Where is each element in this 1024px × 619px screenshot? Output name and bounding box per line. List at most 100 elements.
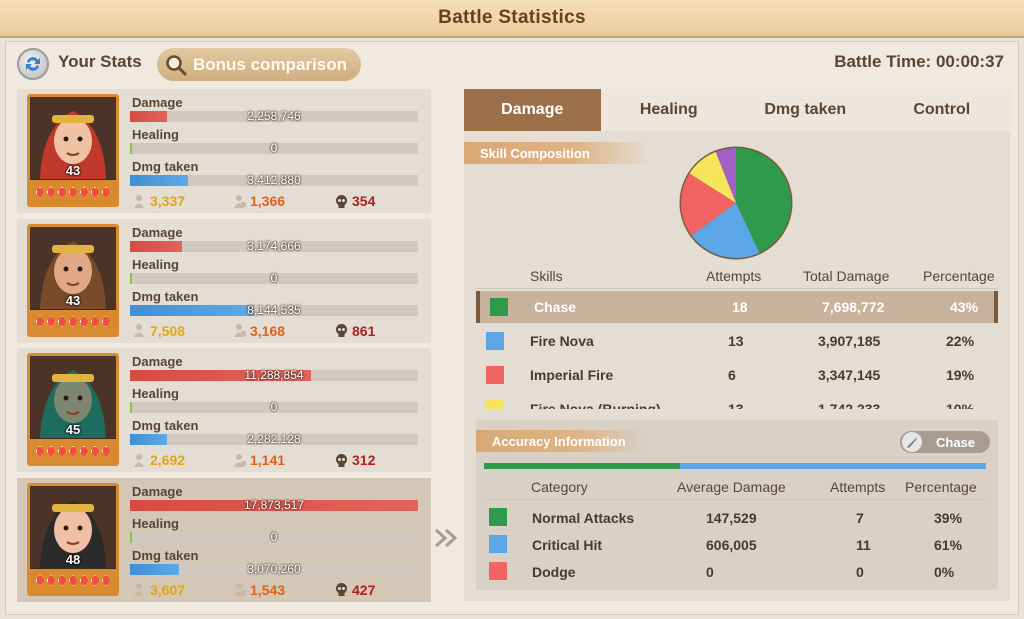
skill-composition-header: Skill Composition: [464, 142, 650, 164]
damage-value: 17,873,517: [243, 497, 305, 512]
healing-label: Healing: [132, 515, 179, 531]
stat-a: 7,508: [132, 323, 185, 339]
star-icon: [68, 316, 78, 327]
star-icon: [57, 575, 67, 586]
hero-portrait[interactable]: 43: [27, 223, 119, 337]
stat-kills: 354: [334, 193, 375, 209]
skill-table-scroll[interactable]: Chase 18 7,698,772 43% Fire Nova 13 3,90…: [464, 291, 1010, 409]
damage-bar: 11,288,854: [130, 368, 418, 382]
skull-icon: [336, 324, 347, 337]
hero-portrait[interactable]: 48: [27, 482, 119, 596]
accuracy-percentage: 61%: [934, 537, 963, 553]
dmg-taken-label: Dmg taken: [132, 418, 199, 433]
stat-kills: 861: [334, 323, 375, 339]
accuracy-category: Critical Hit: [532, 537, 603, 553]
hero-summary-stats: 7,508 3,168 861: [130, 323, 420, 341]
category-color-swatch: [489, 562, 507, 580]
stats-detail-panel: Damage Healing Dmg taken Control Skill Comp…: [464, 89, 1010, 601]
tab-control[interactable]: Control: [913, 101, 971, 118]
hero-summary-stats: 3,607 1,543 427: [130, 582, 420, 600]
dmg-taken-value: 3,412,880: [247, 173, 301, 187]
skill-row[interactable]: Imperial Fire 6 3,347,145 19%: [476, 359, 998, 391]
star-icon: [101, 316, 111, 327]
category-color-swatch: [489, 508, 507, 526]
bonus-comparison-button[interactable]: Bonus comparison: [157, 48, 361, 81]
skull-icon: [336, 453, 347, 467]
wounded-icon: [234, 324, 246, 337]
star-icon: [68, 445, 78, 457]
skill-attempts: 18: [732, 299, 748, 315]
skill-total-damage: 3,347,145: [818, 367, 881, 383]
hero-summary-stats: 2,692 1,141 312: [130, 452, 420, 470]
accuracy-section: Accuracy Information Chase Category Aver…: [476, 420, 998, 590]
star-icon: [35, 186, 45, 198]
damage-bar-fill: [130, 499, 418, 511]
skill-row[interactable]: Fire Nova 13 3,907,185 22%: [476, 325, 998, 357]
dmg-taken-bar: 3,070,260: [130, 562, 418, 576]
hero-level: 43: [65, 292, 81, 308]
star-icon: [46, 316, 56, 327]
hero-card[interactable]: 43 Damage 2,258,746 Healing 0 Dmg taken …: [17, 89, 431, 215]
accuracy-skill-selector[interactable]: Chase: [900, 431, 990, 453]
accuracy-category: Dodge: [532, 564, 576, 580]
star-icon: [57, 445, 67, 457]
skill-percentage: 19%: [946, 367, 975, 383]
healing-value: 0: [270, 141, 278, 155]
skull-icon: [336, 583, 347, 596]
star-icon: [90, 575, 100, 586]
dmg-taken-bar: 3,412,880: [130, 173, 418, 187]
accuracy-percentage: 0%: [934, 564, 955, 580]
skill-name: Fire Nova: [530, 333, 594, 349]
stat-kills: 427: [334, 582, 375, 598]
skull-icon: [336, 194, 347, 208]
star-icon: [79, 575, 89, 586]
accuracy-ratio-bar: [484, 463, 986, 469]
pie-slice: [689, 151, 736, 203]
hero-avatar-icon: [30, 97, 116, 179]
swap-view-button[interactable]: [17, 48, 49, 80]
col-average-damage: Average Damage: [677, 479, 786, 495]
damage-bar: 2,258,746: [130, 109, 418, 123]
soldier-icon: [134, 324, 144, 337]
star-icon: [79, 186, 89, 198]
star-icon: [57, 186, 67, 198]
hero-portrait[interactable]: 43: [27, 94, 119, 207]
hero-card[interactable]: 45 Damage 11,288,854 Healing 0 Dmg taken…: [17, 348, 431, 474]
accuracy-header: Accuracy Information: [476, 430, 646, 452]
magnifier-icon: [166, 54, 187, 75]
star-icon: [68, 186, 78, 198]
hero-level: 45: [65, 422, 81, 437]
tab-damage[interactable]: Damage: [464, 89, 601, 131]
star-icon: [90, 316, 100, 327]
hero-card[interactable]: 48 Damage 17,873,517 Healing 0 Dmg taken…: [17, 477, 431, 604]
skill-color-swatch: [486, 366, 504, 384]
accuracy-attempts: 0: [856, 564, 864, 580]
col-percentage: Percentage: [923, 268, 995, 284]
hero-portrait[interactable]: 45: [27, 353, 119, 466]
star-rating: [30, 309, 116, 334]
damage-bar: 3,174,666: [130, 239, 418, 253]
accuracy-ratio-fill: [484, 463, 680, 469]
star-icon: [35, 316, 45, 327]
wounded-icon: [234, 583, 246, 596]
hero-avatar-icon: [30, 485, 116, 568]
skill-total-damage: 3,907,185: [818, 333, 881, 349]
dmg-taken-bar: 8,144,535: [130, 303, 418, 317]
tab-healing[interactable]: Healing: [639, 101, 698, 118]
pie-slice: [681, 173, 736, 236]
your-stats-label: Your Stats: [58, 52, 142, 71]
dmg-taken-bar-fill: [130, 175, 188, 186]
skill-attempts: 6: [728, 367, 736, 383]
skill-row[interactable]: Fire Nova (Burning) 13 1,742,233 10%: [476, 393, 998, 409]
accuracy-percentage: 39%: [934, 510, 963, 526]
skill-row[interactable]: Chase 18 7,698,772 43%: [476, 291, 998, 323]
accuracy-category: Normal Attacks: [532, 510, 635, 526]
dmg-taken-label: Dmg taken: [132, 288, 199, 304]
skill-pie-chart: [678, 145, 794, 261]
skill-attempts: 13: [728, 333, 744, 349]
hero-card[interactable]: 43 Damage 3,174,666 Healing 0 Dmg taken …: [17, 218, 431, 345]
healing-value: 0: [270, 400, 278, 414]
dmg-taken-bar-fill: [130, 434, 168, 445]
tab-dmg-taken[interactable]: Dmg taken: [764, 101, 847, 118]
star-icon: [101, 186, 111, 198]
